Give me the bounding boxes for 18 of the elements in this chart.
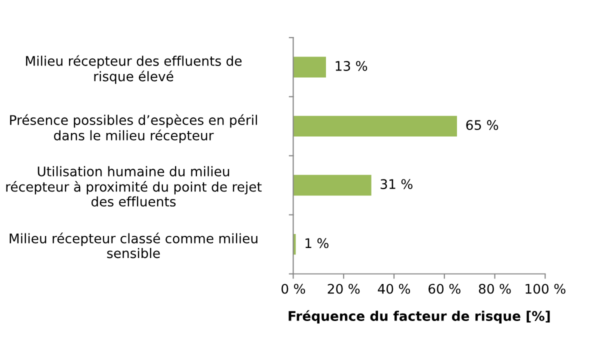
data-label: 31 %: [380, 179, 412, 190]
bar: [293, 116, 457, 137]
x-tick-label: 20 %: [328, 284, 360, 294]
data-label: 1 %: [306, 238, 328, 248]
data-label: 65 %: [466, 120, 498, 130]
y-tick-label: Milieu récepteur classé comme milieu sensible: [10, 232, 258, 258]
x-tick-label: 0 %: [282, 284, 306, 294]
x-tick-label: 100 %: [526, 284, 566, 294]
x-tick-label: 60 %: [428, 284, 460, 294]
y-tick-label: Présence possibles d’espèces en péril dans le milieu récepteur: [10, 114, 257, 143]
bar: [293, 56, 326, 78]
x-axis-title: Fréquence du facteur de risque [%]: [288, 310, 550, 324]
bar: [293, 174, 372, 196]
x-tick-label: 80 %: [478, 284, 511, 294]
y-tick-label: Milieu récepteur des effluents de risque élevé: [26, 55, 242, 84]
data-label: 13 %: [336, 60, 368, 71]
y-tick-label: Utilisation humaine du milieu récepteur à proximité du point de rejet des effluents: [6, 166, 262, 207]
x-tick-label: 40 %: [378, 284, 410, 294]
